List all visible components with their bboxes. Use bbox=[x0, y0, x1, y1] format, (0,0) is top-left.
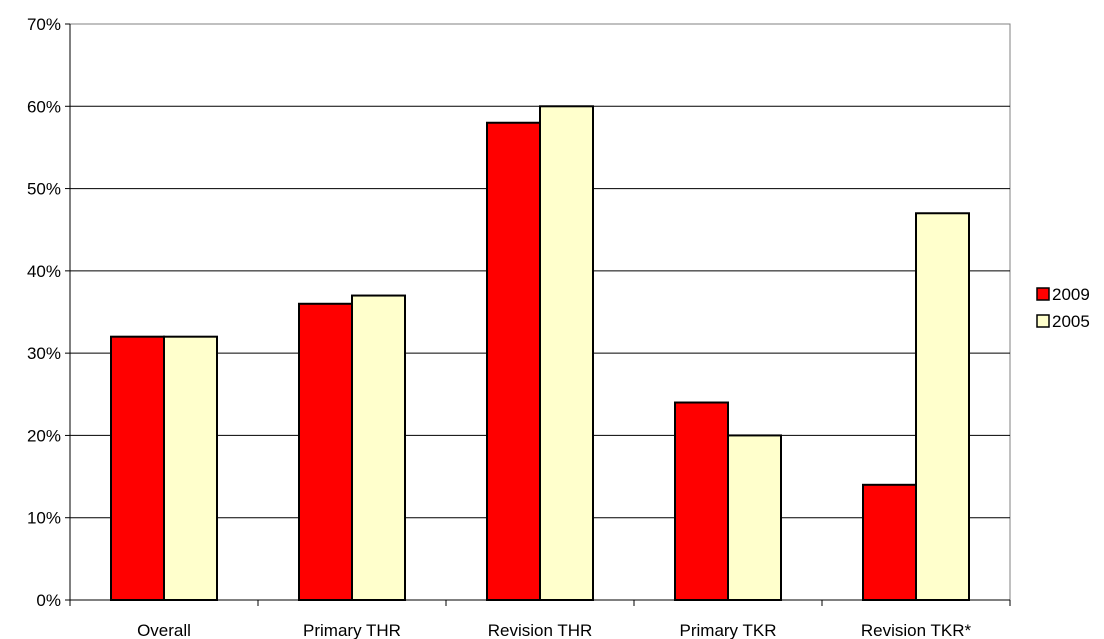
x-tick-label: Overall bbox=[137, 621, 191, 639]
y-tick-label: 60% bbox=[27, 97, 61, 116]
y-tick-label: 30% bbox=[27, 344, 61, 363]
x-tick-label: Primary TKR bbox=[680, 621, 777, 639]
bar-2009-4 bbox=[862, 483, 917, 601]
bar-2009-2 bbox=[486, 121, 541, 601]
x-tick-label: Revision THR bbox=[488, 621, 593, 639]
y-tick-label: 10% bbox=[27, 509, 61, 528]
bars bbox=[110, 105, 970, 602]
legend-label: 2005 bbox=[1052, 312, 1090, 331]
bar-2005-3 bbox=[727, 434, 782, 601]
bar-2005-4 bbox=[915, 212, 970, 601]
y-tick-label: 0% bbox=[36, 591, 61, 610]
legend-swatch-2009 bbox=[1036, 287, 1050, 301]
x-tick-label: Primary THR bbox=[303, 621, 401, 639]
legend-label: 2009 bbox=[1052, 285, 1090, 304]
y-tick-label: 40% bbox=[27, 262, 61, 281]
bar-2005-0 bbox=[163, 335, 218, 601]
y-tick-label: 20% bbox=[27, 426, 61, 445]
x-tick-label: Revision TKR* bbox=[861, 621, 972, 639]
axes: 0% 10% 20% 30% 40% 50% 60% 70% Overall Primary TH… bbox=[27, 15, 1011, 639]
bar-2009-3 bbox=[674, 401, 729, 601]
bar-2005-2 bbox=[539, 105, 594, 602]
y-tick-label: 70% bbox=[27, 15, 61, 34]
bar-2009-0 bbox=[110, 335, 165, 601]
legend: 2009 2005 bbox=[1036, 285, 1090, 331]
bar-2005-1 bbox=[351, 294, 406, 601]
legend-swatch-2005 bbox=[1036, 314, 1050, 328]
y-tick-label: 50% bbox=[27, 180, 61, 199]
bar-2009-1 bbox=[298, 302, 353, 601]
